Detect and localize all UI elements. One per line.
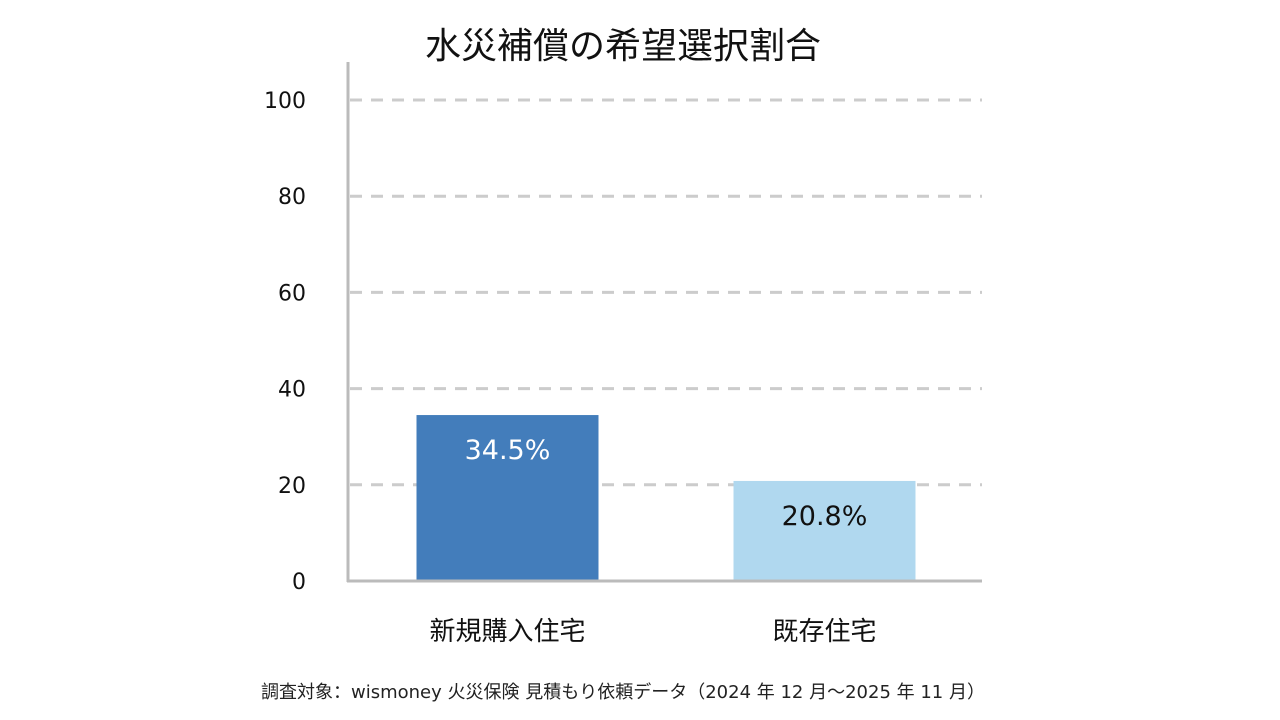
bar-2 <box>733 480 916 581</box>
y-tick-label-40: 40 <box>278 378 306 403</box>
category-label-1: 新規購入住宅 <box>429 617 585 647</box>
chart-title: 水災補償の希望選択割合 <box>425 26 821 67</box>
bars <box>416 415 916 581</box>
y-tick-label-0: 0 <box>292 570 306 595</box>
data-label-1: 34.5% <box>465 435 551 466</box>
category-label-2: 既存住宅 <box>772 617 876 647</box>
bar-1 <box>416 415 599 581</box>
labels: 0 20 40 60 80 100 34.5% 新規購入住宅 20.8% 既存住宅 <box>264 89 877 647</box>
y-tick-label-20: 20 <box>278 474 306 499</box>
axes <box>346 62 982 583</box>
source-note: 調査対象：wismoney 火災保険 見積もり依頼データ（2024 年 12 月… <box>261 682 985 703</box>
y-tick-label-60: 60 <box>278 281 306 306</box>
y-tick-label-80: 80 <box>278 185 306 210</box>
y-tick-label-100: 100 <box>264 89 306 114</box>
data-label-2: 20.8% <box>782 501 868 532</box>
